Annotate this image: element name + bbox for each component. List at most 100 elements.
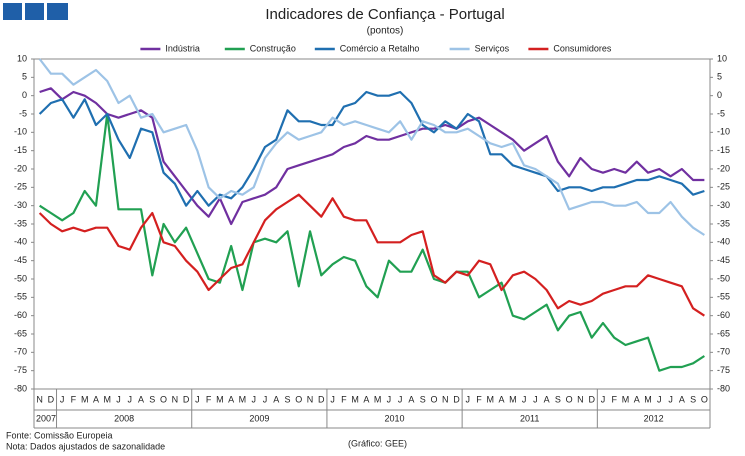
y2-tick-label: -30 (717, 200, 730, 210)
x-tick-label: J (60, 394, 65, 404)
x-tick-label: J (533, 394, 538, 404)
y-tick-label: -25 (14, 182, 27, 192)
x-tick-label: O (566, 394, 573, 404)
x-tick-label: N (307, 394, 314, 404)
y-tick-label: -55 (14, 292, 27, 302)
y-tick-label: -10 (14, 127, 27, 137)
x-tick-label: D (318, 394, 325, 404)
x-tick-label: O (160, 394, 167, 404)
y2-tick-label: 0 (717, 90, 722, 100)
x-tick-label: N (442, 394, 449, 404)
x-tick-label: A (634, 394, 640, 404)
x-tick-label: J (522, 394, 527, 404)
x-tick-label: D (588, 394, 595, 404)
x-tick-label: A (228, 394, 234, 404)
x-group-label: 2011 (520, 413, 539, 423)
y2-tick-label: -40 (717, 237, 730, 247)
x-tick-label: S (420, 394, 426, 404)
x-tick-label: M (216, 394, 224, 404)
y2-tick-label: -65 (717, 328, 730, 338)
x-tick-label: F (71, 394, 77, 404)
x-tick-label: O (295, 394, 302, 404)
x-tick-label: A (544, 394, 550, 404)
x-tick-label: J (657, 394, 662, 404)
y2-tick-label: -75 (717, 365, 730, 375)
y2-tick-label: -25 (717, 182, 730, 192)
x-tick-label: O (701, 394, 708, 404)
x-tick-label: A (679, 394, 685, 404)
y-tick-label: -30 (14, 200, 27, 210)
y-tick-label: -50 (14, 273, 27, 283)
y2-tick-label: -60 (717, 310, 730, 320)
y2-tick-label: -5 (717, 108, 725, 118)
y-tick-label: -45 (14, 255, 27, 265)
source-note: Fonte: Comissão Europeia (6, 430, 113, 440)
x-tick-label: J (601, 394, 606, 404)
x-tick-label: A (138, 394, 144, 404)
x-tick-label: J (263, 394, 268, 404)
x-tick-label: A (499, 394, 505, 404)
chart-title: Indicadores de Confiança - Portugal (265, 6, 504, 23)
x-tick-label: J (387, 394, 392, 404)
series-line (39, 87, 705, 226)
x-tick-label: D (48, 394, 55, 404)
y2-tick-label: -10 (717, 127, 730, 137)
x-tick-label: M (351, 394, 359, 404)
y-tick-label: -40 (14, 237, 27, 247)
y2-tick-label: -35 (717, 218, 730, 228)
y-tick-label: -20 (14, 163, 27, 173)
x-tick-label: F (611, 394, 617, 404)
legend-label: Construção (250, 43, 296, 53)
x-tick-label: D (183, 394, 190, 404)
footnote: Nota: Dados ajustados de sazonalidade (6, 441, 165, 451)
y-tick-label: -75 (14, 365, 27, 375)
y2-tick-label: -15 (717, 145, 730, 155)
logo-block (25, 3, 44, 20)
y2-tick-label: -70 (717, 347, 730, 357)
legend-label: Indústria (165, 43, 200, 53)
y2-tick-label: -50 (717, 273, 730, 283)
x-tick-label: S (555, 394, 561, 404)
y-tick-label: -15 (14, 145, 27, 155)
x-tick-label: A (408, 394, 414, 404)
y2-tick-label: 10 (717, 53, 727, 63)
y-tick-label: -60 (14, 310, 27, 320)
y-tick-label: 10 (17, 53, 27, 63)
y-tick-label: -5 (19, 108, 27, 118)
x-tick-label: M (374, 394, 382, 404)
x-tick-label: N (172, 394, 179, 404)
y2-tick-label: -20 (717, 163, 730, 173)
y-tick-label: 5 (22, 72, 27, 82)
x-tick-label: J (116, 394, 121, 404)
logo-block (3, 3, 22, 20)
x-tick-label: M (509, 394, 517, 404)
x-tick-label: S (690, 394, 696, 404)
x-group-label: 2007 (36, 413, 56, 423)
x-tick-label: A (273, 394, 279, 404)
x-tick-label: N (36, 394, 43, 404)
credit: (Gráfico: GEE) (348, 438, 407, 448)
x-tick-label: N (577, 394, 584, 404)
x-tick-label: A (363, 394, 369, 404)
legend-label: Serviços (475, 43, 510, 53)
y-tick-label: -35 (14, 218, 27, 228)
x-tick-label: J (195, 394, 200, 404)
x-group-label: 2010 (385, 413, 405, 423)
x-tick-label: M (487, 394, 495, 404)
y-tick-label: -70 (14, 347, 27, 357)
series-line (38, 193, 705, 317)
y-tick-label: -80 (14, 383, 27, 393)
x-tick-label: S (149, 394, 155, 404)
x-tick-label: F (476, 394, 482, 404)
x-tick-label: J (466, 394, 471, 404)
x-tick-label: A (93, 394, 99, 404)
series-line (39, 112, 705, 372)
y2-tick-label: -45 (717, 255, 730, 265)
x-tick-label: J (330, 394, 335, 404)
x-tick-label: F (206, 394, 212, 404)
x-tick-label: M (239, 394, 247, 404)
x-tick-label: O (430, 394, 437, 404)
y-tick-label: -65 (14, 328, 27, 338)
x-group-label: 2008 (114, 413, 134, 423)
